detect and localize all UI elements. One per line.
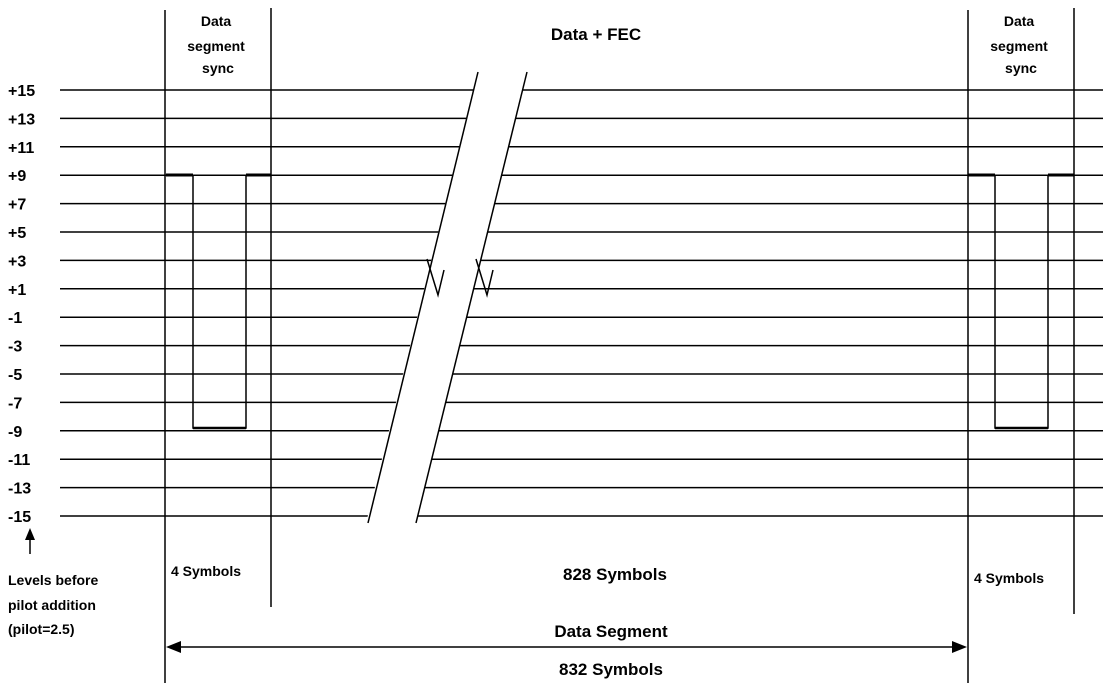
level-label: -3 xyxy=(8,339,22,356)
level-label: -1 xyxy=(8,310,22,327)
level-label: -7 xyxy=(8,395,22,412)
data-segment-label: Data Segment xyxy=(554,622,668,641)
left-sync-pulse xyxy=(166,173,271,430)
level-label: +11 xyxy=(8,140,34,157)
zigzag-left xyxy=(426,258,445,298)
level-label: +3 xyxy=(8,253,26,270)
level-label: +13 xyxy=(8,111,35,128)
right-sync-symbols: 4 Symbols xyxy=(974,570,1044,586)
zigzag-right xyxy=(475,258,494,298)
level-lines xyxy=(60,89,1103,517)
level-label: -9 xyxy=(8,424,22,441)
left-sync-label: Data segment sync xyxy=(187,13,248,76)
left-sync-symbols: 4 Symbols xyxy=(171,563,241,579)
level-label: +9 xyxy=(8,168,26,185)
right-sync-pulse xyxy=(968,173,1074,430)
level-label: -15 xyxy=(8,509,31,526)
break-line-left xyxy=(367,71,479,524)
data-segment-symbols: 832 Symbols xyxy=(559,660,663,679)
break-gap xyxy=(366,72,527,523)
level-label: +1 xyxy=(8,282,26,299)
data-fec-label: Data + FEC xyxy=(551,25,641,44)
levels-note: Levels before pilot addition (pilot=2.5) xyxy=(8,572,102,637)
level-labels: +15 +13 +11 +9 +7 +5 +3 +1 -1 -3 -5 -7 -9 -11 -13 -15 xyxy=(8,83,35,526)
level-label: -13 xyxy=(8,481,31,498)
level-label: -11 xyxy=(8,452,30,469)
level-label: +15 xyxy=(8,83,35,100)
data-fec-symbols: 828 Symbols xyxy=(563,565,667,584)
up-arrow-icon xyxy=(25,528,35,554)
level-label: +7 xyxy=(8,197,26,214)
level-label: +5 xyxy=(8,225,26,242)
level-label: -5 xyxy=(8,367,22,384)
right-sync-label: Data segment sync xyxy=(990,13,1051,76)
data-segment-arrow xyxy=(166,641,967,653)
break-line-right xyxy=(415,71,528,524)
